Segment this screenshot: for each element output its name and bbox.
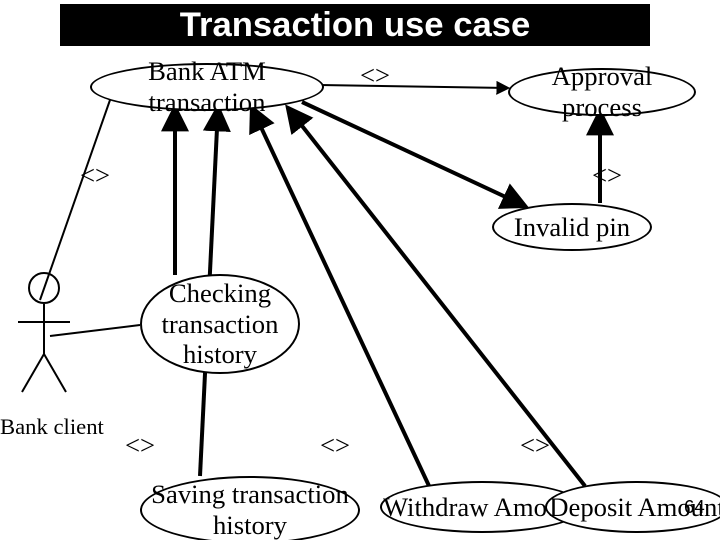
usecase-approval-process: Approval process bbox=[508, 68, 696, 116]
actor-bank-client bbox=[14, 272, 74, 394]
diagram-title-bar: Transaction use case bbox=[60, 4, 650, 46]
usecase-label: Approval process bbox=[510, 61, 694, 122]
stereotype-extends: <> bbox=[520, 430, 550, 461]
stereotype-uses: <> bbox=[360, 60, 390, 91]
usecase-saving-transaction-history: Saving transactionhistory bbox=[140, 476, 360, 540]
actor-head-icon bbox=[28, 272, 60, 304]
stereotype-extends: <> bbox=[320, 430, 350, 461]
usecase-label: Bank ATM transaction bbox=[92, 56, 322, 117]
usecase-invalid-pin: Invalid pin bbox=[492, 203, 652, 251]
actor-body-icon bbox=[14, 304, 74, 394]
page-number: 64 bbox=[684, 496, 705, 518]
usecase-checking-transaction-history: Checkingtransactionhistory bbox=[140, 274, 300, 374]
usecase-bank-atm-transaction: Bank ATM transaction bbox=[90, 63, 324, 111]
stereotype-extends: <> bbox=[80, 160, 110, 191]
usecase-label: Checkingtransactionhistory bbox=[162, 278, 279, 370]
stereotype-extends: <> bbox=[592, 160, 622, 191]
stereotype-extends: <> bbox=[125, 430, 155, 461]
diagram-title: Transaction use case bbox=[180, 6, 531, 45]
diagram-canvas: Transaction use case Bank ATM transactio… bbox=[0, 0, 720, 540]
usecase-label: Invalid pin bbox=[514, 212, 630, 243]
actor-label: Bank client bbox=[0, 414, 104, 440]
usecase-label: Saving transactionhistory bbox=[151, 479, 349, 540]
